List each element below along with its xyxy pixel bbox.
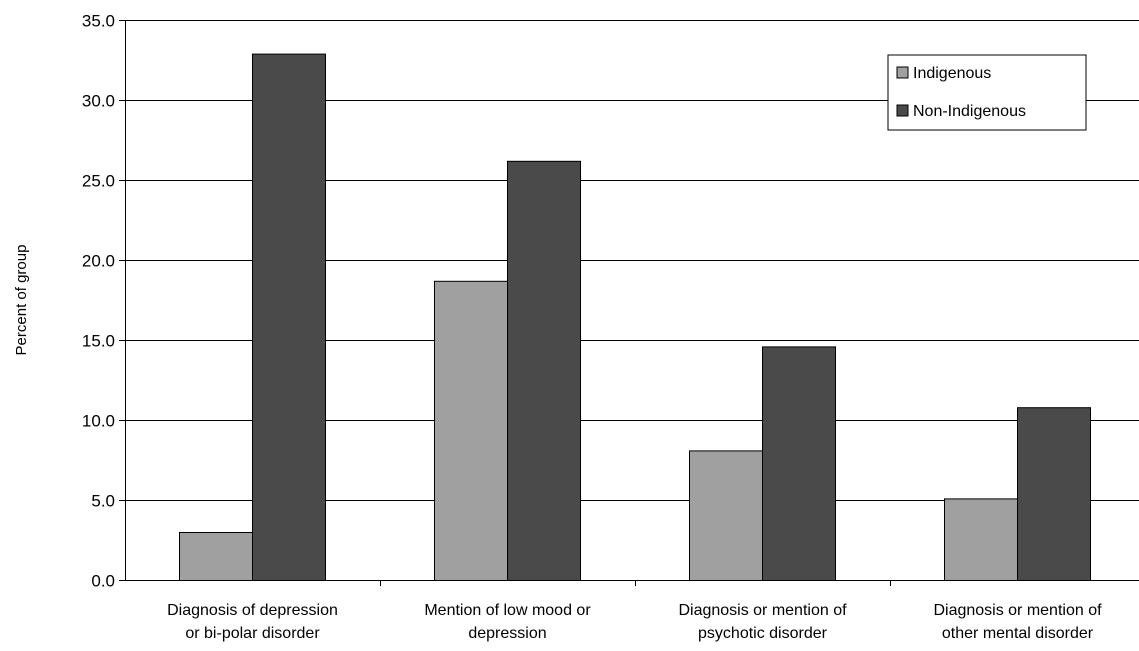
- bar-non-indigenous-0: [252, 53, 326, 582]
- legend-label-non-indigenous: Non-Indigenous: [913, 103, 1026, 120]
- axes: [119, 20, 1139, 586]
- bar-non-indigenous-1: [507, 160, 581, 582]
- bars: [179, 53, 1091, 582]
- y-tick-label: 0.0: [91, 572, 115, 591]
- x-tick-label: Diagnosis or mention of other mental diso…: [933, 602, 1102, 642]
- legend-swatch-indigenous: [896, 66, 909, 79]
- bar-indigenous-0: [179, 532, 253, 581]
- legend: Indigenous Non-Indigenous: [887, 54, 1087, 131]
- bar-indigenous-2: [689, 450, 763, 581]
- y-tick-label: 30.0: [82, 92, 115, 111]
- y-tick-label: 10.0: [82, 412, 115, 431]
- tick-labels: 0.0 5.0 10.0 15.0 20.0 25.0 30.0 35.0 Diagnosis …: [82, 12, 1102, 643]
- legend-label-indigenous: Indigenous: [913, 65, 991, 82]
- x-tick-label: Mention of low mood or depression: [424, 602, 591, 642]
- y-tick-label: 25.0: [82, 172, 115, 191]
- y-tick-label: 5.0: [91, 492, 115, 511]
- y-axis-label: Percent of group: [13, 245, 30, 356]
- legend-swatch-non-indigenous: [896, 104, 909, 117]
- bar-non-indigenous-3: [1017, 407, 1091, 582]
- bar-non-indigenous-2: [762, 346, 836, 581]
- bar-indigenous-3: [944, 498, 1018, 581]
- y-tick-label: 20.0: [82, 252, 115, 271]
- legend-box: [887, 54, 1087, 131]
- x-tick-label: Diagnosis or mention of psychotic disorde…: [678, 602, 847, 642]
- x-tick-label: Diagnosis of depression or bi-polar disor…: [167, 602, 338, 642]
- y-tick-label: 15.0: [82, 332, 115, 351]
- y-tick-label: 35.0: [82, 12, 115, 31]
- bar-indigenous-1: [434, 280, 508, 581]
